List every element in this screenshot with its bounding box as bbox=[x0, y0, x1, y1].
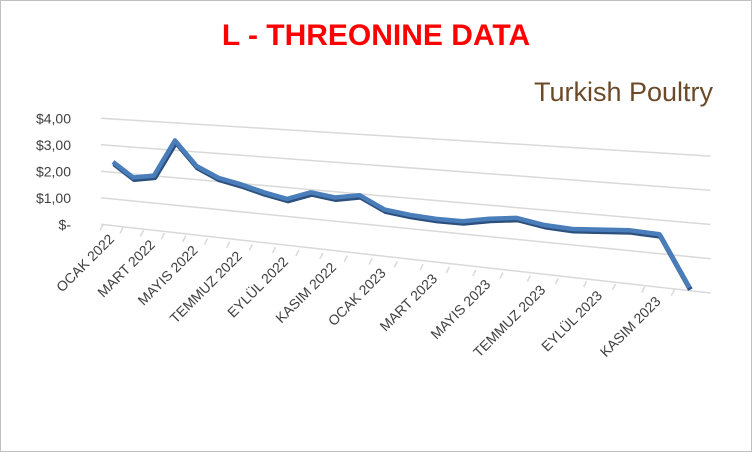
data-line bbox=[111, 138, 692, 289]
x-tick bbox=[295, 249, 300, 257]
x-tick bbox=[554, 277, 559, 285]
x-tick-label: EYLÜL 2023 bbox=[537, 286, 605, 354]
grid-line bbox=[100, 223, 711, 294]
grid-line bbox=[101, 117, 711, 157]
x-tick bbox=[119, 227, 124, 234]
logo: Turkish Poultry bbox=[534, 77, 714, 107]
x-tick bbox=[99, 224, 104, 231]
x-tick-label: MAYIS 2023 bbox=[427, 276, 493, 342]
x-tick bbox=[160, 232, 166, 240]
chart-title: L - THREONINE DATA bbox=[222, 19, 530, 52]
x-tick bbox=[499, 272, 504, 279]
y-tick-label: $3,00 bbox=[36, 137, 71, 153]
x-tick-label: MART 2023 bbox=[376, 270, 440, 334]
x-tick bbox=[472, 269, 477, 277]
x-tick bbox=[248, 244, 253, 251]
x-tick bbox=[393, 260, 399, 268]
x-tick bbox=[445, 266, 450, 274]
x-tick bbox=[368, 258, 373, 265]
y-tick-label: $2,00 bbox=[36, 163, 71, 179]
y-tick-label: $1,00 bbox=[36, 190, 71, 206]
x-tick bbox=[641, 286, 646, 294]
x-tick bbox=[225, 241, 231, 248]
x-tick bbox=[526, 275, 532, 282]
x-tick bbox=[582, 280, 588, 288]
grid-line bbox=[101, 170, 711, 226]
x-tick bbox=[611, 283, 617, 291]
y-tick-label: $4,00 bbox=[36, 110, 71, 126]
x-tick bbox=[670, 289, 676, 296]
x-tick bbox=[271, 246, 277, 254]
grid-line bbox=[101, 197, 711, 260]
x-tick-label: KASIM 2023 bbox=[597, 293, 664, 360]
grid-line bbox=[101, 144, 711, 192]
line-shadow bbox=[112, 139, 693, 291]
x-tick bbox=[139, 229, 145, 237]
x-tick bbox=[182, 235, 187, 243]
x-tick bbox=[419, 263, 424, 271]
x-tick bbox=[343, 255, 348, 263]
y-tick-label: $- bbox=[59, 216, 72, 232]
x-tick bbox=[203, 238, 209, 246]
x-tick bbox=[319, 252, 324, 260]
